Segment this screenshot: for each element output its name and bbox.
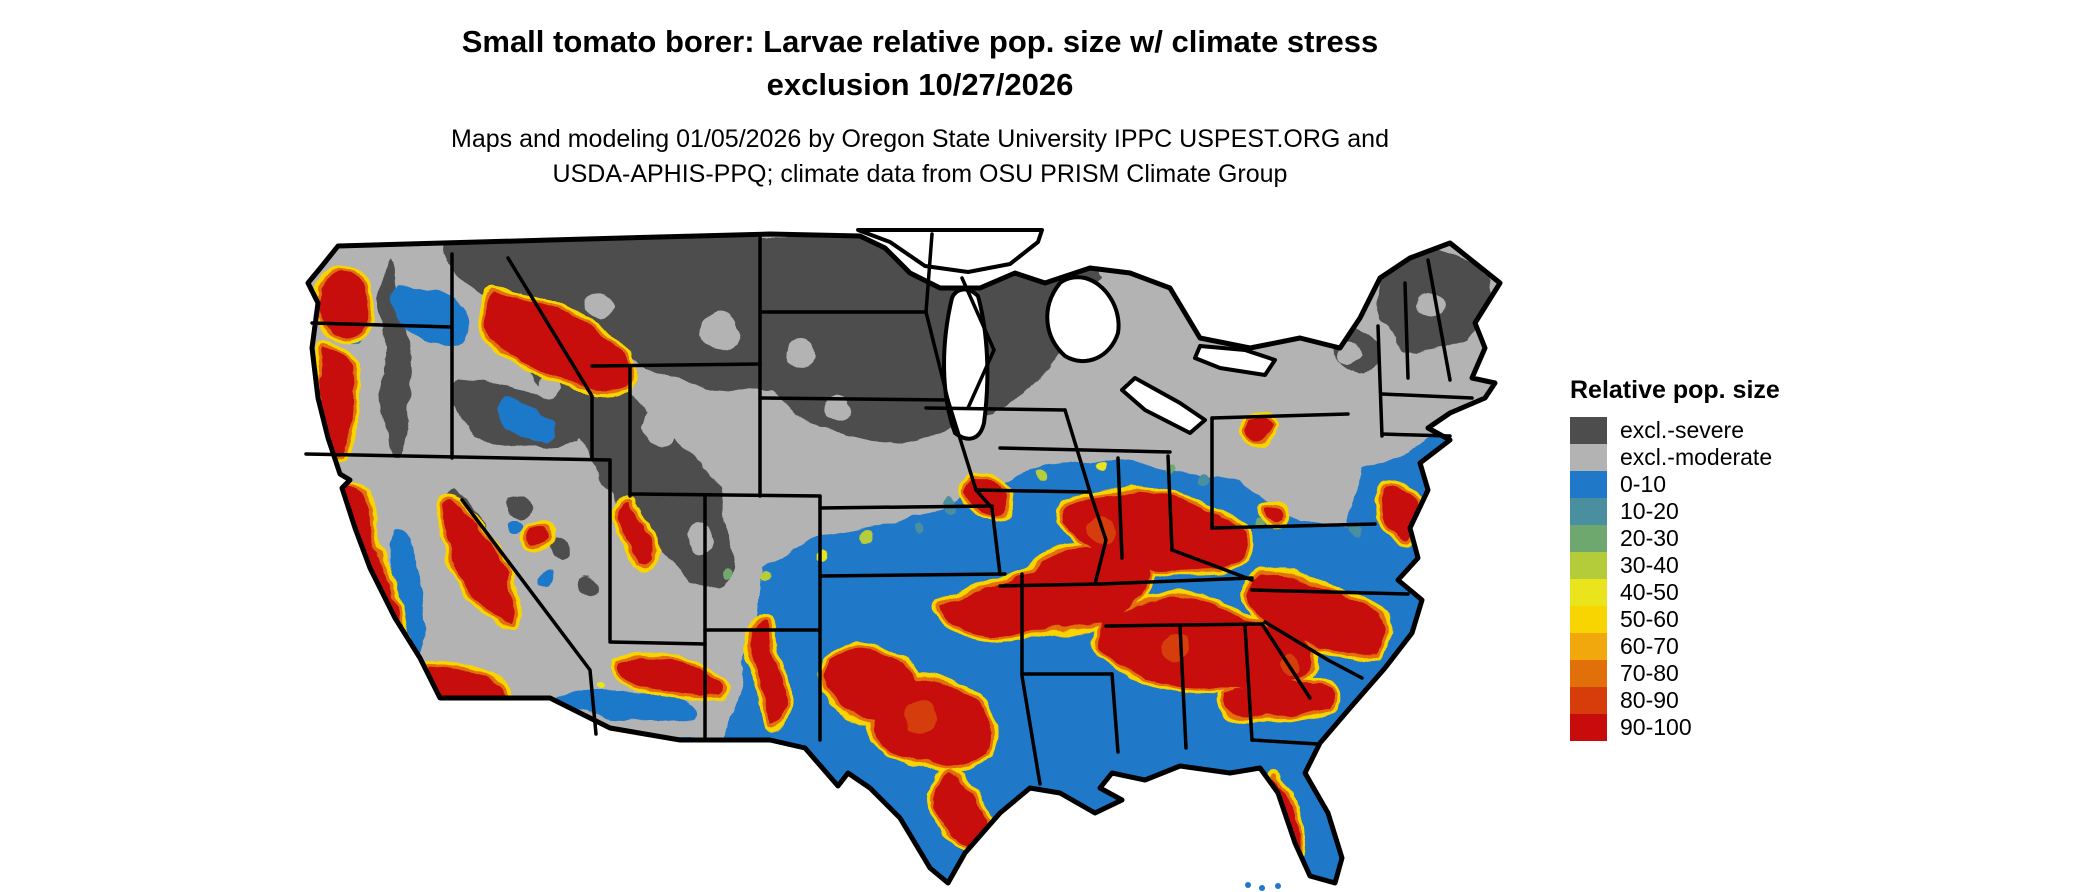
- lake-superior: [856, 228, 1044, 274]
- legend-label: 60-70: [1620, 633, 1679, 659]
- legend-item-40-50: 40-50: [1570, 579, 1780, 606]
- map-raster-layers: [308, 234, 1500, 883]
- map-legend: Relative pop. size excl.-severe excl.-mo…: [1570, 376, 1780, 741]
- legend-item-excl-moderate: excl.-moderate: [1570, 444, 1780, 471]
- legend-label: 90-100: [1620, 714, 1692, 740]
- us-map: [300, 228, 1545, 892]
- subtitle-line-2: USDA-APHIS-PPQ; climate data from OSU PR…: [552, 160, 1288, 188]
- map-title: Small tomato borer: Larvae relative pop.…: [0, 20, 1840, 106]
- legend-swatch-20-30: [1570, 525, 1607, 552]
- state-borders: [304, 232, 1474, 786]
- legend-label: 70-80: [1620, 660, 1679, 686]
- florida-keys: [1245, 882, 1281, 891]
- map-layer-30-40-specks: [760, 471, 1050, 581]
- legend-label: 80-90: [1620, 687, 1679, 713]
- map-subtitle: Maps and modeling 01/05/2026 by Oregon S…: [0, 122, 1840, 192]
- legend-label: excl.-severe: [1620, 417, 1744, 443]
- legend-label: 50-60: [1620, 606, 1679, 632]
- title-line-2: exclusion 10/27/2026: [766, 67, 1074, 102]
- legend-item-excl-severe: excl.-severe: [1570, 417, 1780, 444]
- subtitle-line-1: Maps and modeling 01/05/2026 by Oregon S…: [451, 125, 1389, 153]
- legend-swatch-excl-severe: [1570, 417, 1607, 444]
- legend-item-20-30: 20-30: [1570, 525, 1780, 552]
- legend-label: 40-50: [1620, 579, 1679, 605]
- great-lakes: [856, 228, 1277, 441]
- legend-item-70-80: 70-80: [1570, 660, 1780, 687]
- legend-label: excl.-moderate: [1620, 444, 1773, 470]
- legend-title: Relative pop. size: [1570, 376, 1780, 404]
- legend-swatch-40-50: [1570, 579, 1607, 606]
- legend-swatch-50-60: [1570, 606, 1607, 633]
- legend-item-30-40: 30-40: [1570, 552, 1780, 579]
- legend-swatch-80-90: [1570, 687, 1607, 714]
- legend-item-80-90: 80-90: [1570, 687, 1780, 714]
- legend-item-10-20: 10-20: [1570, 498, 1780, 525]
- legend-swatch-70-80: [1570, 660, 1607, 687]
- lake-michigan: [942, 287, 990, 441]
- legend-item-0-10: 0-10: [1570, 471, 1780, 498]
- legend-label: 10-20: [1620, 498, 1679, 524]
- legend-item-90-100: 90-100: [1570, 714, 1780, 741]
- legend-swatch-0-10: [1570, 471, 1607, 498]
- us-map-svg: [304, 228, 1545, 891]
- map-layer-40-50-specks: [596, 461, 1105, 692]
- legend-item-60-70: 60-70: [1570, 633, 1780, 660]
- lake-huron: [1045, 275, 1121, 363]
- legend-item-50-60: 50-60: [1570, 606, 1780, 633]
- legend-label: 30-40: [1620, 552, 1679, 578]
- title-line-1: Small tomato borer: Larvae relative pop.…: [461, 24, 1379, 59]
- legend-swatch-60-70: [1570, 633, 1607, 660]
- legend-swatch-excl-moderate: [1570, 444, 1607, 471]
- lake-ontario: [1193, 344, 1277, 377]
- legend-swatch-10-20: [1570, 498, 1607, 525]
- legend-label: 0-10: [1620, 471, 1667, 497]
- lake-erie: [1120, 376, 1207, 435]
- legend-swatch-90-100: [1570, 714, 1607, 741]
- legend-label: 20-30: [1620, 525, 1679, 551]
- legend-swatch-30-40: [1570, 552, 1607, 579]
